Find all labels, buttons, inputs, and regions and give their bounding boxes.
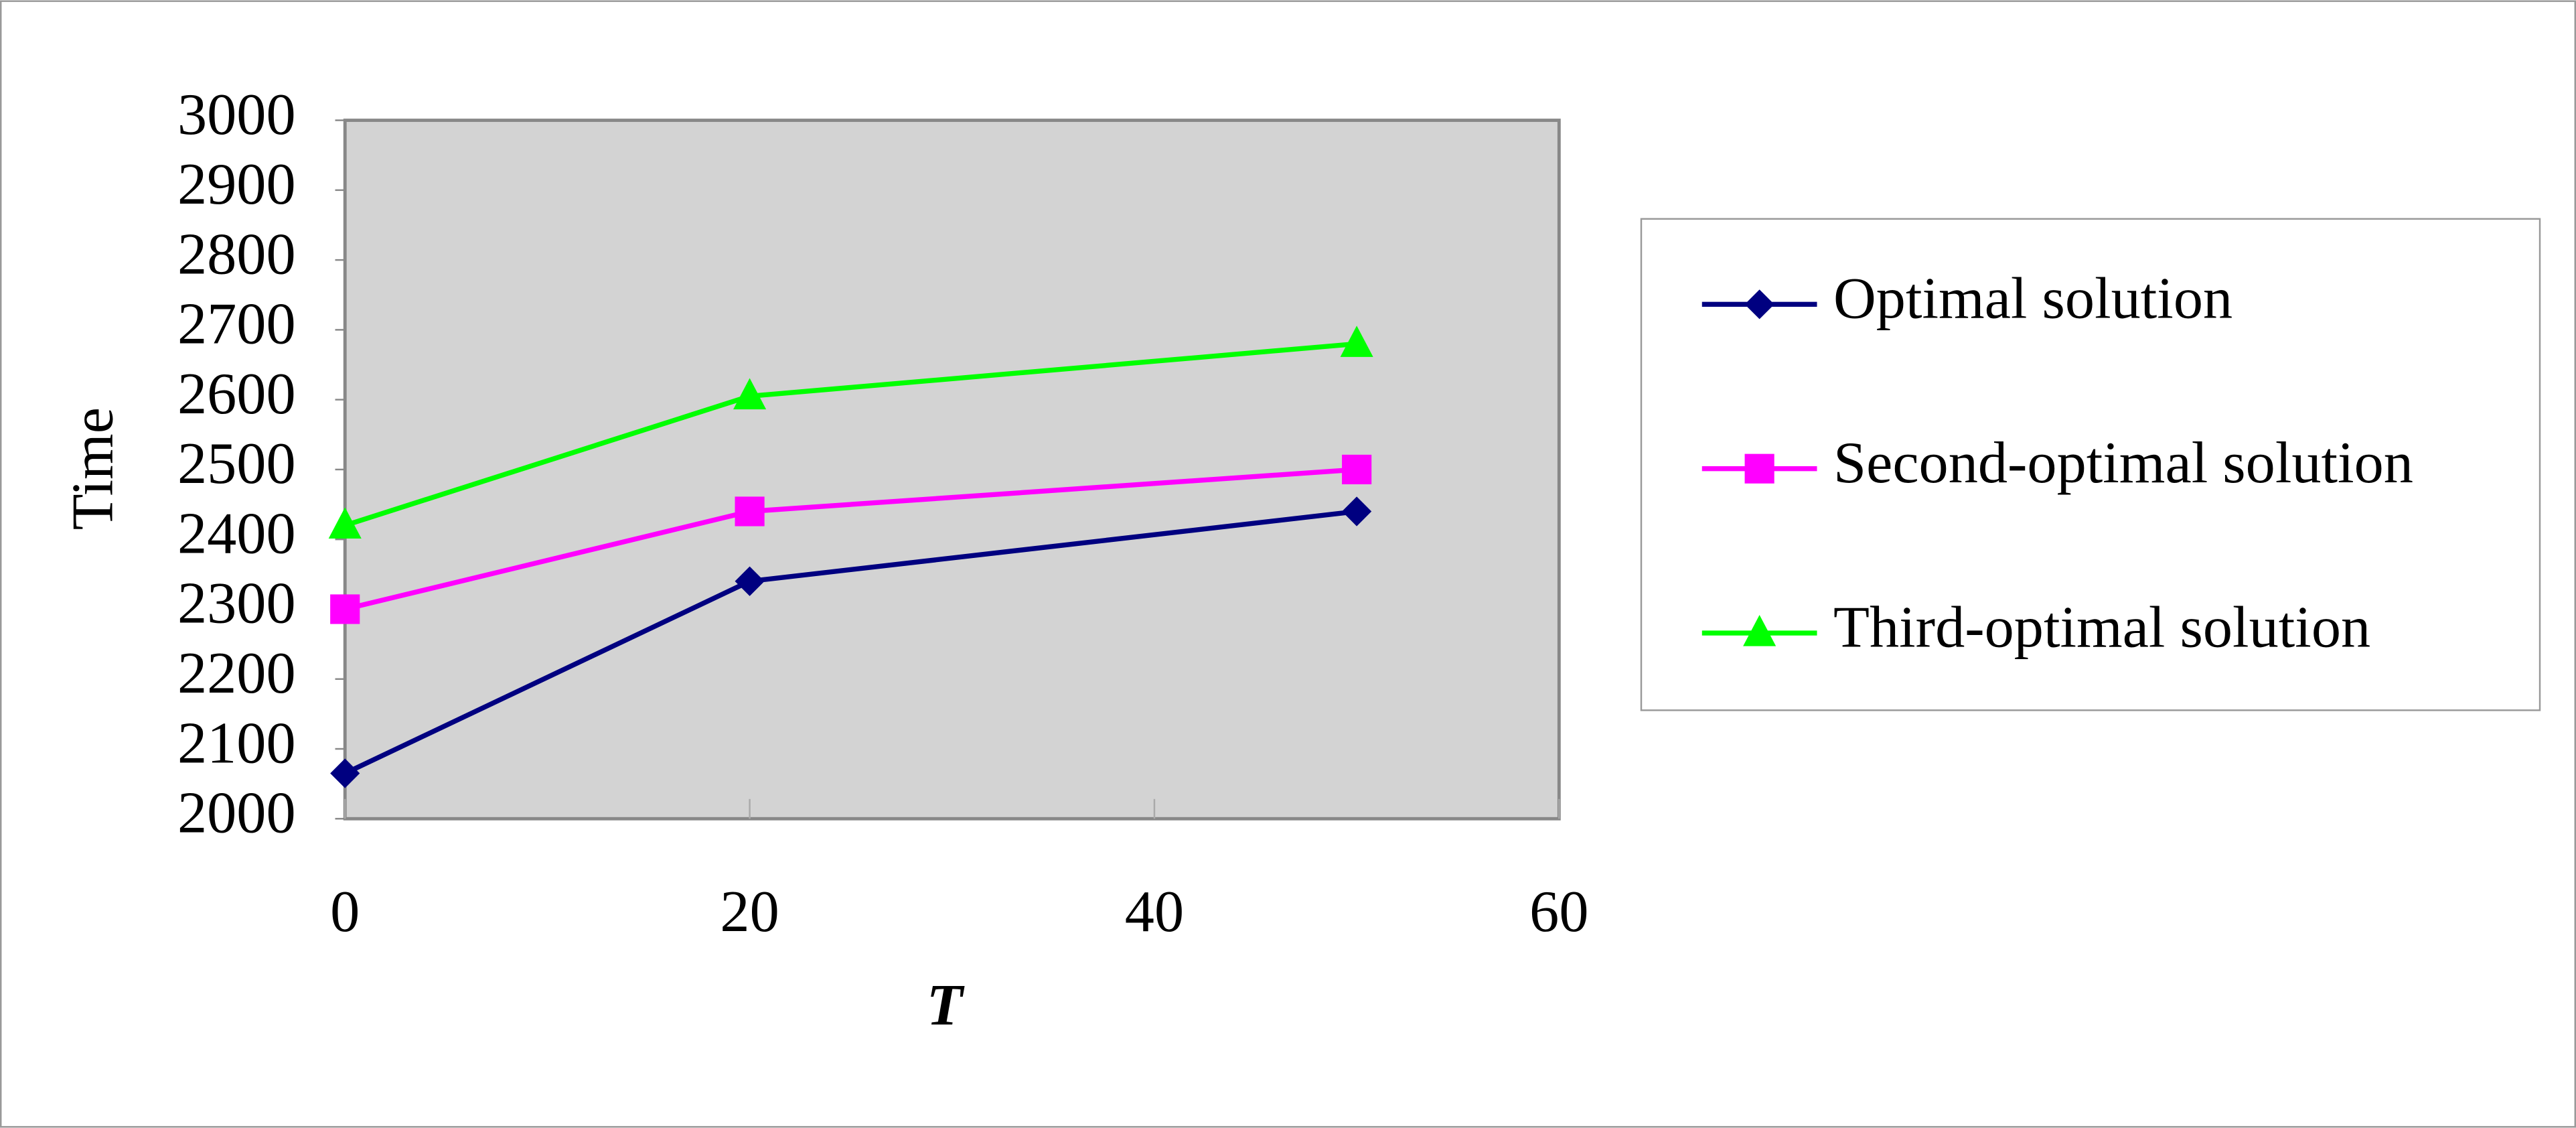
x-tick-label: 60 — [1529, 879, 1588, 944]
marker — [735, 566, 765, 596]
marker — [1340, 326, 1373, 357]
x-tick-label: 0 — [330, 879, 360, 944]
x-tick-label: 40 — [1125, 879, 1184, 944]
x-tick-label: 20 — [720, 879, 779, 944]
y-axis-label: Time — [60, 407, 125, 530]
y-tick-label: 2400 — [177, 500, 296, 566]
y-tick-label: 2200 — [177, 640, 296, 706]
x-axis-label: T — [927, 973, 965, 1038]
legend-box — [1640, 218, 2541, 711]
marker — [330, 594, 360, 624]
legend-label: Optimal solution — [1833, 266, 2232, 332]
y-tick-label: 2500 — [177, 431, 296, 496]
y-tick-label: 2100 — [177, 710, 296, 776]
marker — [330, 758, 360, 788]
y-tick-label: 2600 — [177, 361, 296, 427]
y-tick-label: 3000 — [177, 82, 296, 147]
legend-label: Second-optimal solution — [1833, 430, 2413, 496]
y-tick-label: 2700 — [177, 291, 296, 357]
marker — [328, 507, 362, 539]
y-tick-label: 2000 — [177, 780, 296, 846]
y-tick-label: 2900 — [177, 151, 296, 217]
y-tick-label: 2800 — [177, 221, 296, 287]
marker — [735, 496, 765, 526]
marker — [1744, 289, 1774, 320]
legend-label: Third-optimal solution — [1833, 594, 2370, 660]
y-tick-label: 2300 — [177, 571, 296, 636]
marker — [733, 378, 767, 410]
marker — [1342, 496, 1372, 526]
marker — [1744, 453, 1774, 484]
marker — [1743, 615, 1776, 646]
marker — [1342, 454, 1372, 485]
